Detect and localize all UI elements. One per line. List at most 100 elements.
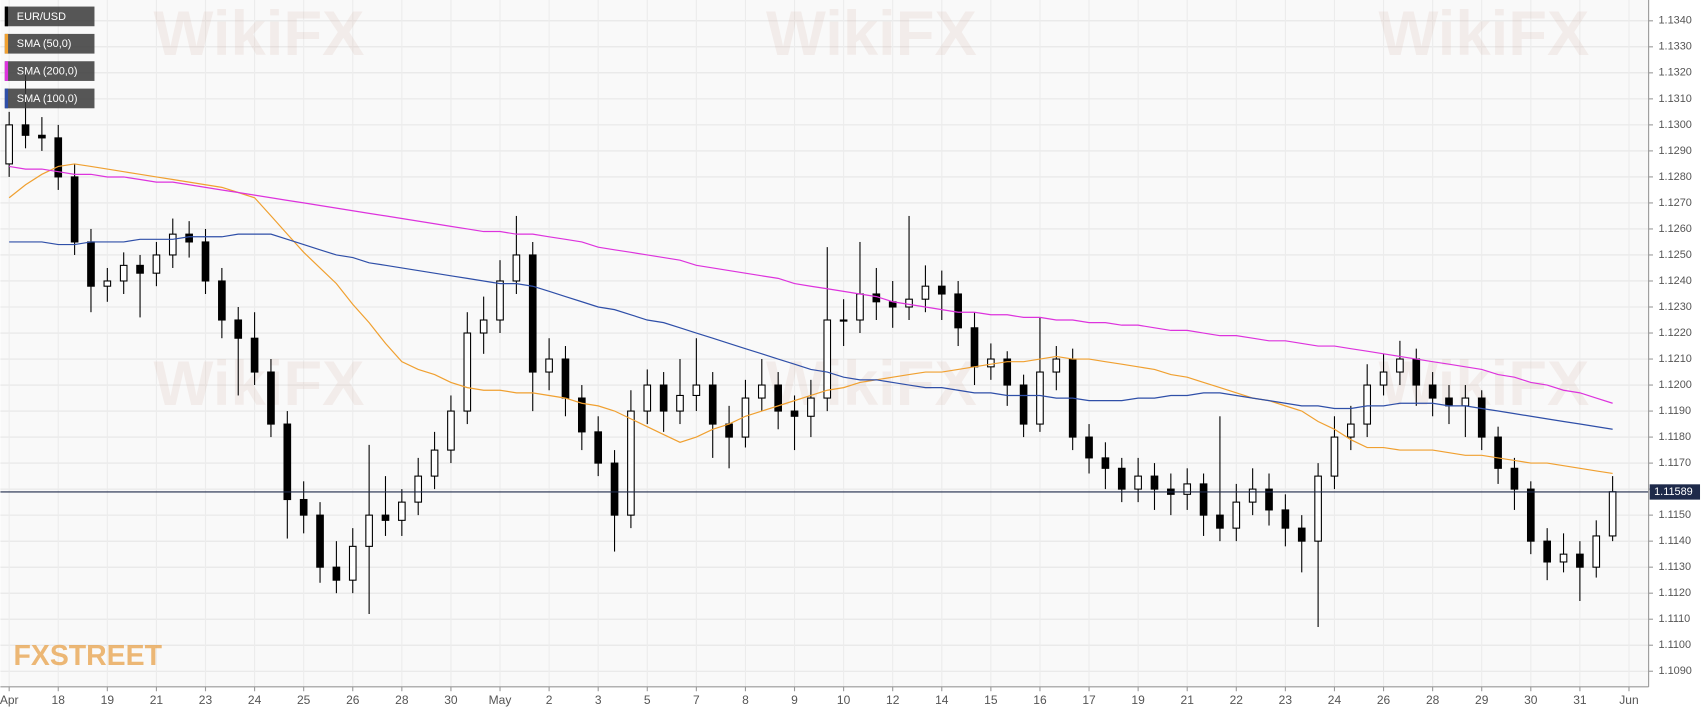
candle-body: [905, 298, 913, 308]
y-tick-label: 1.1240: [1658, 275, 1691, 287]
candle-body: [381, 514, 390, 521]
candle-body: [839, 319, 848, 322]
candle-body: [316, 514, 324, 568]
candle-body: [1134, 475, 1142, 490]
y-tick-label: 1.1170: [1658, 457, 1691, 469]
candle-body: [463, 332, 472, 412]
candle-body: [1592, 535, 1601, 568]
x-tick-label: 28: [1426, 693, 1440, 707]
watermark: WikiFX: [154, 0, 365, 69]
candle-body: [1150, 475, 1159, 490]
candle-body: [1265, 488, 1273, 511]
candle-body: [1412, 358, 1421, 386]
x-tick-label: 24: [1328, 693, 1342, 707]
candle-body: [87, 241, 95, 287]
candle-body: [1248, 488, 1257, 503]
candle-body: [185, 233, 193, 243]
legend-box: [4, 88, 95, 109]
marks: [0, 72, 1649, 628]
candle-body: [1363, 384, 1372, 425]
candle-body: [1461, 397, 1470, 407]
candle-body: [1347, 423, 1355, 438]
candle-body: [1232, 501, 1241, 529]
x-tick-label: 2: [546, 693, 553, 707]
x-tick-label: 18: [52, 693, 66, 707]
y-tick-label: 1.1260: [1658, 223, 1691, 235]
candle-body: [1003, 358, 1012, 386]
candle-body: [594, 431, 603, 464]
x-tick-label: 26: [1377, 693, 1391, 707]
y-tick-label: 1.1110: [1658, 613, 1690, 625]
x-tick-label: 17: [1082, 693, 1096, 707]
candle-body: [250, 337, 259, 373]
x-tick-label: 12: [886, 693, 900, 707]
candle-body: [332, 566, 341, 581]
candle-body: [970, 327, 979, 368]
candle-body: [38, 134, 46, 139]
candle-body: [1494, 436, 1502, 469]
candle-body: [1216, 514, 1224, 529]
legend-box: [4, 6, 95, 27]
candle-body: [1314, 475, 1322, 542]
x-tick-label: 15: [984, 693, 998, 707]
candle-body: [70, 176, 79, 243]
candle-body: [168, 233, 177, 256]
y-tick-label: 1.1330: [1658, 41, 1691, 53]
y-tick-label: 1.1320: [1658, 67, 1691, 79]
last-price-label: 1.11589: [1654, 486, 1693, 498]
y-tick-label: 1.1270: [1658, 197, 1691, 209]
x-tick-label: Jun: [1619, 693, 1638, 707]
candle-body: [348, 545, 357, 581]
candle-body: [21, 124, 30, 136]
candle-body: [398, 501, 406, 521]
last-price-box: [1649, 484, 1701, 500]
y-tick-label: 1.1090: [1658, 665, 1691, 677]
candle-body: [267, 371, 275, 425]
x-tick-label: May: [489, 693, 512, 707]
candle-body: [856, 293, 864, 321]
candle-body: [1281, 509, 1290, 529]
y-tick-label: 1.1340: [1658, 15, 1691, 27]
y-tick-label: 1.1300: [1658, 119, 1691, 131]
candle-body: [1117, 467, 1126, 490]
y-tick-label: 1.1100: [1658, 639, 1691, 651]
legend-swatch: [4, 6, 9, 27]
candle-body: [659, 384, 668, 412]
y-tick-label: 1.1140: [1658, 535, 1691, 547]
candle-body: [790, 410, 799, 417]
watermark: WikiFX: [766, 0, 977, 69]
candle-body: [512, 254, 521, 282]
sma-line: [9, 233, 1613, 430]
candle-body: [152, 254, 161, 274]
candle-body: [545, 358, 553, 373]
candle-body: [136, 264, 144, 274]
candle-body: [5, 124, 13, 165]
candle-body: [201, 241, 210, 282]
y-tick-label: 1.1190: [1658, 405, 1691, 417]
candle-body: [1576, 553, 1584, 568]
sma-line: [9, 165, 1613, 404]
y-tick-label: 1.1280: [1658, 171, 1691, 183]
candle-body: [414, 475, 423, 503]
watermark: WikiFX: [766, 349, 977, 419]
candle-body: [1199, 483, 1208, 516]
candle-body: [774, 384, 782, 412]
candle-body: [1297, 527, 1306, 542]
x-tick-label: 22: [1230, 693, 1244, 707]
candle-body: [103, 280, 112, 287]
x-tick-label: 23: [199, 693, 213, 707]
y-tick-label: 1.1220: [1658, 327, 1691, 339]
candle-body: [218, 280, 226, 321]
candle-body: [119, 264, 128, 282]
legend-label: SMA (100,0): [17, 93, 78, 105]
x-tick-label: 25: [297, 693, 311, 707]
candle-body: [1396, 358, 1404, 373]
x-tick-label: 9: [791, 693, 798, 707]
candle-body: [1052, 358, 1061, 373]
candle-body: [479, 319, 488, 334]
sma-line: [8, 163, 1613, 475]
x-tick-label: 10: [837, 693, 851, 707]
legend-swatch: [4, 88, 9, 109]
candle-body: [725, 423, 733, 438]
